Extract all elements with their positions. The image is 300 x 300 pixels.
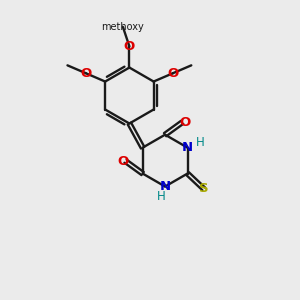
- Text: O: O: [124, 40, 135, 53]
- Text: O: O: [167, 67, 178, 80]
- Text: H: H: [157, 190, 166, 203]
- Text: methoxy: methoxy: [101, 22, 144, 32]
- Text: H: H: [196, 136, 204, 149]
- Text: N: N: [160, 180, 171, 193]
- Text: O: O: [117, 155, 128, 168]
- Text: S: S: [199, 182, 208, 195]
- Text: O: O: [80, 67, 92, 80]
- Text: N: N: [182, 141, 193, 154]
- Text: O: O: [179, 116, 190, 129]
